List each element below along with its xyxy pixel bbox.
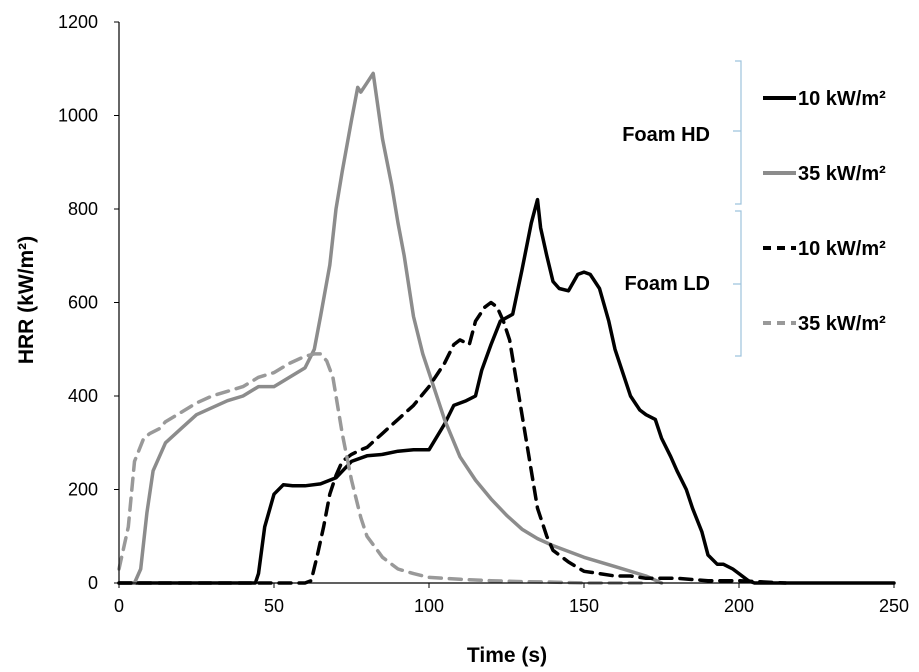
x-tick-label: 100: [414, 596, 444, 616]
y-tick-label: 0: [88, 573, 98, 593]
x-tick-label: 250: [879, 596, 909, 616]
x-ticks: 0 50 100 150 200 250: [114, 583, 909, 616]
legend-label-hd-10: 10 kW/m²: [798, 88, 886, 110]
legend-label-ld-35: 35 kW/m²: [798, 313, 886, 335]
y-tick-label: 1000: [58, 106, 98, 126]
legend-group-foam-hd: Foam HD: [622, 124, 710, 146]
plot-lines: [117, 71, 896, 585]
y-ticks: 0 200 400 600 800 1000 1200: [58, 12, 119, 593]
y-tick-label: 400: [68, 386, 98, 406]
series-foam-ld-35-line: [117, 352, 648, 585]
x-axis-title: Time (s): [467, 644, 547, 667]
x-tick-label: 150: [569, 596, 599, 616]
x-tick-label: 200: [724, 596, 754, 616]
legend-group-foam-ld: Foam LD: [624, 273, 710, 295]
y-tick-label: 800: [68, 199, 98, 219]
x-tick-label: 50: [264, 596, 284, 616]
legend-bracket-foam-ld: [733, 210, 742, 357]
legend-label-hd-35: 35 kW/m²: [798, 163, 886, 185]
series-foam-ld-10-line: [117, 300, 788, 585]
y-tick-label: 600: [68, 293, 98, 313]
legend: Foam HD Foam LD 10 kW/m² 35 kW/m² 10 kW/…: [622, 60, 886, 357]
y-tick-label: 200: [68, 480, 98, 500]
x-tick-label: 0: [114, 596, 124, 616]
series-foam-hd-10-line: [117, 197, 896, 585]
legend-label-ld-10: 10 kW/m²: [798, 238, 886, 260]
y-tick-label: 1200: [58, 12, 98, 32]
series-foam-hd-35-line: [117, 71, 664, 585]
axes: [118, 22, 894, 584]
legend-bracket-foam-hd: [733, 60, 742, 205]
y-axis-title: HRR (kW/m²): [15, 236, 38, 364]
